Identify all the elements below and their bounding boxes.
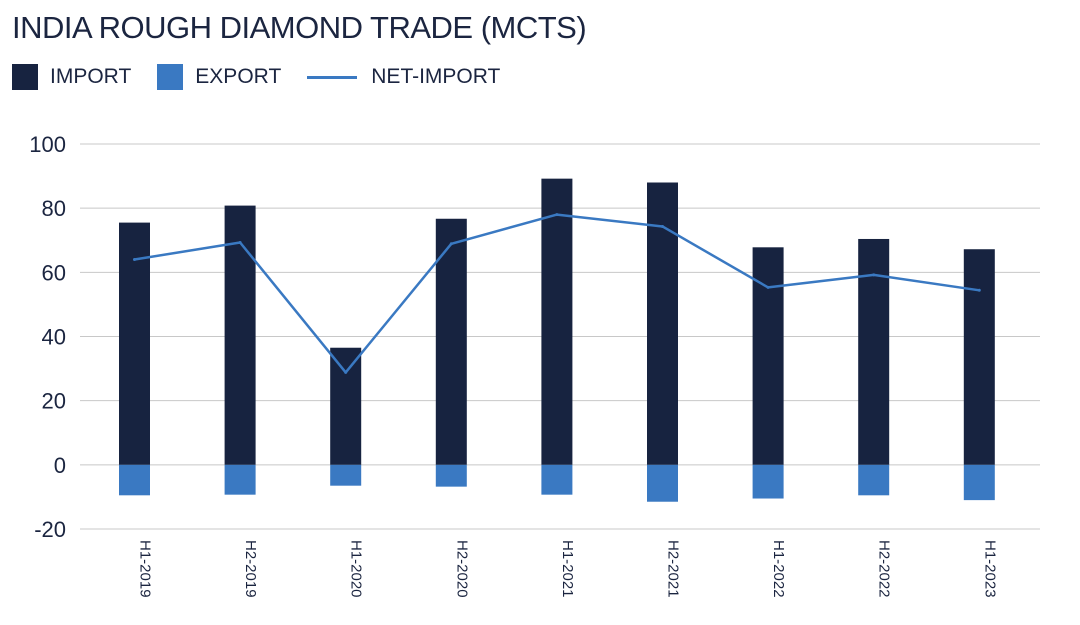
export-bar	[752, 464, 784, 499]
chart-legend: IMPORT EXPORT NET-IMPORT	[12, 62, 526, 92]
export-bar	[224, 464, 256, 495]
net-import-point	[344, 370, 348, 374]
net-import-point	[872, 273, 876, 277]
chart-title: INDIA ROUGH DIAMOND TRADE (MCTS)	[12, 10, 587, 45]
y-tick-label: -20	[34, 517, 66, 542]
y-tick-label: 20	[42, 389, 66, 414]
y-tick-label: 100	[29, 132, 66, 157]
y-tick-label: 60	[42, 260, 66, 285]
export-bar	[435, 464, 467, 487]
x-tick-label: H2-2020	[453, 540, 470, 598]
net-import-point	[238, 240, 242, 244]
export-bar	[541, 464, 573, 495]
import-bar	[541, 178, 573, 465]
legend-line-net-import	[307, 75, 358, 79]
x-tick-label: H2-2019	[242, 540, 259, 598]
legend-label-export: EXPORT	[195, 65, 282, 88]
x-tick-label: H2-2021	[665, 540, 682, 598]
import-bar	[963, 249, 995, 465]
legend-swatch-import	[12, 64, 38, 90]
export-bar	[119, 464, 150, 496]
export-bar	[330, 464, 362, 486]
import-bar	[435, 218, 467, 465]
import-bar	[752, 247, 784, 465]
legend-label-import: IMPORT	[50, 65, 132, 88]
x-tick-label: H1-2019	[137, 540, 154, 598]
x-tick-label: H1-2023	[981, 540, 998, 598]
y-tick-label: 40	[42, 325, 66, 350]
net-import-point	[449, 242, 453, 246]
import-bar	[224, 205, 256, 465]
legend-label-net-import: NET-IMPORT	[371, 65, 501, 88]
export-bar	[858, 464, 890, 496]
y-tick-label: 80	[42, 196, 66, 221]
x-tick-label: H2-2022	[876, 540, 893, 598]
import-bar	[330, 347, 362, 465]
x-tick-label: H1-2020	[348, 540, 365, 598]
import-bar	[119, 222, 150, 465]
net-import-point	[133, 258, 136, 261]
import-bar	[858, 238, 890, 465]
import-bar	[647, 182, 678, 465]
export-bar	[647, 464, 678, 502]
net-import-point	[555, 213, 559, 217]
net-import-point	[661, 224, 664, 228]
export-bar	[963, 464, 995, 501]
x-tick-label: H1-2021	[559, 540, 576, 598]
net-import-point	[766, 285, 770, 289]
legend-item-export: EXPORT	[157, 64, 281, 90]
net-import-point	[977, 288, 981, 292]
legend-item-net-import: NET-IMPORT	[307, 65, 500, 89]
legend-swatch-export	[157, 64, 184, 90]
x-tick-label: H1-2022	[770, 540, 787, 598]
y-tick-label: 0	[54, 453, 66, 478]
legend-item-import: IMPORT	[12, 64, 131, 90]
